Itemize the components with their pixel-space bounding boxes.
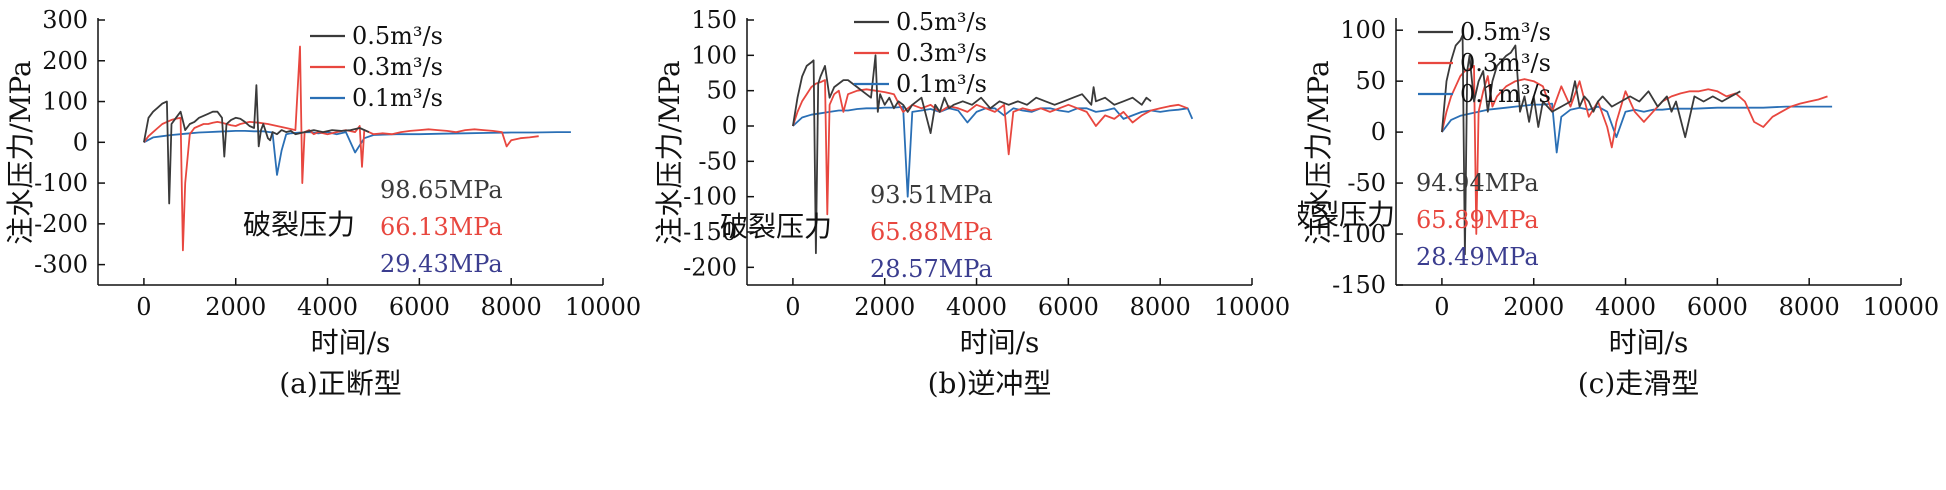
y-tick-label: -50 (698, 147, 737, 175)
y-tick-label: -200 (34, 210, 88, 238)
series-line-0_5 (143, 84, 370, 205)
y-tick-label: -300 (34, 251, 88, 279)
x-tick-label: 0 (785, 293, 800, 321)
x-tick-label: 6000 (1687, 293, 1748, 321)
chart-b: -200 -150 -100 -50 0 50 100 150 0 2000 4000 6000 800… (653, 6, 1290, 400)
legend-label: 0.3m³/s (352, 53, 443, 81)
chart-panel-c: -150 -100 -50 0 50 100 0 2000 4000 6000 8000 10000 时… (1298, 0, 1946, 490)
y-tick-label: 100 (691, 41, 737, 69)
chart-caption: (a)正断型 (279, 367, 402, 400)
breakdown-pressure-value: 98.65MPa (380, 176, 503, 204)
legend-label: 0.5m³/s (1460, 18, 1551, 46)
series-line-0_3 (1441, 65, 1828, 235)
x-tick-label: 8000 (1130, 293, 1191, 321)
y-axis-label: 注水压力/MPa (1302, 60, 1335, 244)
y-tick-label: 0 (73, 128, 88, 156)
y-tick-label: 200 (42, 47, 88, 75)
chart-caption: (c)走滑型 (1578, 367, 1700, 400)
x-tick-label: 2000 (1503, 293, 1564, 321)
y-axis-label: 注水压力/MPa (4, 60, 37, 244)
breakdown-pressure-value: 65.89MPa (1416, 206, 1539, 234)
x-tick-label: 2000 (205, 293, 266, 321)
x-axis-label: 时间/s (1609, 326, 1689, 359)
x-tick-label: 8000 (1779, 293, 1840, 321)
chart-panel-a: -300 -200 -100 0 100 200 300 0 2000 4000 6000 8000 1… (0, 0, 649, 490)
breakdown-pressure-value: 94.94MPa (1416, 169, 1539, 197)
x-tick-label: 8000 (481, 293, 542, 321)
y-tick-label: 100 (42, 88, 88, 116)
x-tick-label: 10000 (1214, 293, 1290, 321)
y-tick-label: -100 (683, 183, 737, 211)
y-tick-label: 50 (706, 77, 737, 105)
x-tick-label: 6000 (1038, 293, 1099, 321)
breakdown-pressure-title: 破裂压力 (243, 208, 355, 241)
breakdown-pressure-value: 66.13MPa (380, 213, 503, 241)
y-tick-label: 0 (722, 112, 737, 140)
x-tick-label: 0 (1434, 293, 1449, 321)
x-tick-label: 10000 (1863, 293, 1939, 321)
x-tick-label: 6000 (389, 293, 450, 321)
x-axis-label: 时间/s (311, 326, 391, 359)
series-line-0_3 (792, 79, 1189, 216)
series-line-0_5 (792, 54, 1152, 255)
chart-caption: (b)逆冲型 (928, 367, 1052, 400)
x-axis-label: 时间/s (960, 326, 1040, 359)
x-tick-label: 4000 (946, 293, 1007, 321)
y-tick-label: -50 (1347, 169, 1386, 197)
y-tick-label: -150 (1332, 271, 1386, 299)
series-line-0_1 (1441, 102, 1833, 154)
y-tick-label: 0 (1371, 118, 1386, 146)
breakdown-pressure-title: 破裂压力 (720, 210, 832, 243)
x-tick-label: 10000 (565, 293, 641, 321)
legend-label: 0.3m³/s (1460, 49, 1551, 77)
breakdown-pressure-value: 29.43MPa (380, 250, 503, 278)
chart-panel-b: -200 -150 -100 -50 0 50 100 150 0 2000 4000 6000 800… (649, 0, 1298, 490)
y-tick-label: -100 (1332, 220, 1386, 248)
y-tick-label: 50 (1355, 67, 1386, 95)
legend-label: 0.1m³/s (896, 70, 987, 98)
legend-label: 0.5m³/s (896, 8, 987, 36)
breakdown-pressure-value: 28.49MPa (1416, 243, 1539, 271)
y-tick-label: -100 (34, 169, 88, 197)
x-tick-label: 2000 (854, 293, 915, 321)
x-tick-label: 0 (136, 293, 151, 321)
x-tick-label: 4000 (1595, 293, 1656, 321)
y-tick-label: 300 (42, 6, 88, 34)
y-tick-label: -200 (683, 253, 737, 281)
series-line-0_5 (1441, 34, 1741, 256)
series-line-0_1 (143, 129, 571, 176)
y-axis-label: 注水压力/MPa (653, 60, 686, 244)
y-tick-label: 150 (691, 6, 737, 34)
chart-a: -300 -200 -100 0 100 200 300 0 2000 4000 6000 8000 1… (4, 6, 641, 400)
legend-label: 0.3m³/s (896, 39, 987, 67)
breakdown-pressure-value: 65.88MPa (870, 218, 993, 246)
legend-label: 0.1m³/s (352, 84, 443, 112)
chart-c: -150 -100 -50 0 50 100 0 2000 4000 6000 8000 10000 时… (1298, 16, 1939, 400)
legend-label: 0.1m³/s (1460, 80, 1551, 108)
breakdown-pressure-value: 28.57MPa (870, 255, 993, 283)
breakdown-pressure-value: 93.51MPa (870, 181, 993, 209)
legend-label: 0.5m³/s (352, 22, 443, 50)
x-tick-label: 4000 (297, 293, 358, 321)
y-tick-label: -150 (683, 218, 737, 246)
y-tick-label: 100 (1340, 16, 1386, 44)
breakdown-pressure-title: 破裂压力 (1298, 198, 1395, 231)
